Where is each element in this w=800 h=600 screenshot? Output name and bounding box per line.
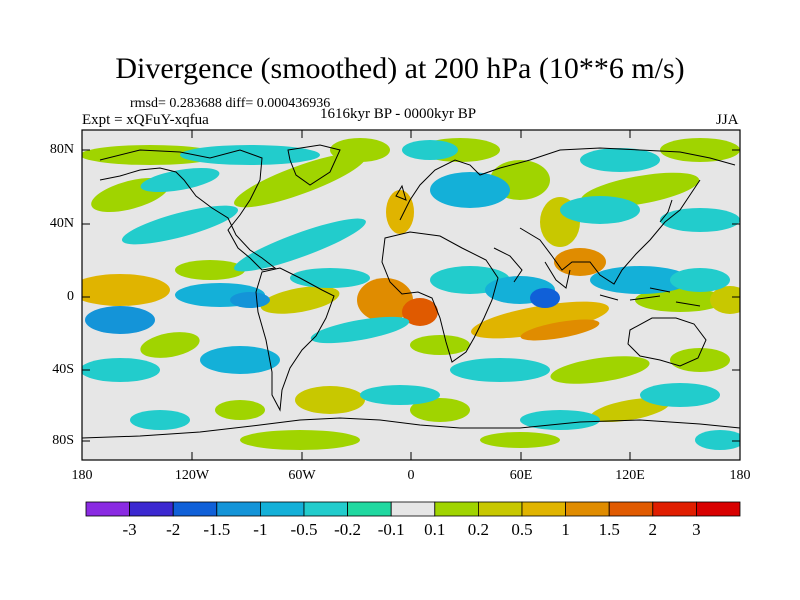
positive-region (590, 397, 670, 423)
experiment-text: Expt = xQFuY-xqfua (82, 112, 209, 128)
stats-text: rmsd= 0.283688 diff= 0.000436936 (130, 96, 331, 111)
colorbar-label: 1 (561, 520, 570, 539)
positive-region (410, 398, 470, 422)
positive-region (480, 432, 560, 448)
positive-region (471, 301, 609, 339)
lat-label-40n: 40N (49, 216, 74, 231)
positive-divergence-regions (82, 138, 740, 450)
positive-region (215, 400, 265, 420)
colorbar-label: 0.2 (467, 520, 490, 539)
colorbar-swatch (85, 501, 130, 517)
positive-region (550, 356, 650, 384)
lon-label-180w: 180 (71, 468, 93, 483)
colorbar-label: 0.1 (424, 520, 446, 539)
positive-region (635, 288, 725, 312)
lon-label-120w: 120W (174, 468, 210, 483)
colorbar-label: -0.1 (377, 520, 405, 539)
negative-region (402, 140, 458, 160)
positive-region (520, 319, 600, 341)
colorbar-label: -2 (166, 520, 181, 539)
colorbar-label: -1.5 (203, 520, 231, 539)
lon-label-120e: 120E (615, 468, 645, 483)
colorbar-swatch (477, 501, 523, 517)
negative-region (640, 383, 720, 407)
negative-region (82, 358, 160, 382)
positive-region (140, 332, 200, 358)
colorbar-swatch (172, 501, 218, 517)
positive-region (240, 430, 360, 450)
lon-label-0: 0 (407, 468, 415, 483)
negative-region (695, 430, 740, 450)
positive-region (660, 138, 740, 162)
negative-region (530, 288, 560, 308)
lat-label-40s: 40S (52, 362, 74, 377)
season-text: JJA (716, 112, 739, 128)
negative-region (360, 385, 440, 405)
positive-region (260, 286, 340, 314)
negative-divergence-regions (82, 140, 740, 450)
colorbar-label: -3 (122, 520, 137, 539)
divergence-field (82, 130, 740, 460)
negative-region (520, 410, 600, 430)
colorbar-label: 0.5 (511, 520, 533, 539)
positive-region (670, 348, 730, 372)
positive-region (710, 286, 740, 314)
lon-label-180e: 180 (729, 468, 751, 483)
positive-region (402, 298, 438, 326)
axis-ticks (82, 130, 740, 460)
colorbar-swatch (652, 501, 697, 517)
lon-label-60e: 60E (509, 468, 533, 483)
colorbar-swatch (608, 501, 654, 517)
lat-label-80n: 80N (49, 142, 74, 157)
chart-title: Divergence (smoothed) at 200 hPa (10**6 … (115, 52, 685, 85)
negative-region (200, 346, 280, 374)
colorbar-swatch (347, 501, 392, 517)
colorbar-swatch (696, 501, 741, 517)
colorbar-label: -1 (253, 520, 268, 539)
negative-region (180, 145, 320, 165)
negative-region (670, 268, 730, 292)
negative-region (310, 316, 410, 344)
negative-region (580, 148, 660, 172)
negative-region (230, 292, 270, 308)
negative-region (85, 306, 155, 334)
colorbar-swatch (303, 501, 348, 517)
negative-region (234, 218, 366, 272)
colorbar-label: -0.2 (334, 520, 362, 539)
period-text: 1616kyr BP - 0000kyr BP (320, 106, 477, 122)
negative-region (121, 205, 239, 245)
colorbar-swatch (521, 501, 566, 517)
negative-region (660, 208, 740, 232)
lat-label-80s: 80S (52, 433, 74, 448)
lon-label-60w: 60W (288, 468, 316, 483)
positive-region (82, 274, 170, 306)
positive-region (295, 386, 365, 414)
lat-label-0: 0 (67, 289, 74, 304)
colorbar-swatch (129, 501, 174, 517)
negative-region (430, 172, 510, 208)
positive-region (175, 260, 245, 280)
colorbar-swatch (216, 501, 261, 517)
positive-region (410, 335, 470, 355)
negative-region (290, 268, 370, 288)
colorbar-swatch (259, 501, 305, 517)
coastlines (82, 144, 740, 439)
colorbar-label: 3 (692, 520, 701, 539)
negative-region (560, 196, 640, 224)
colorbar-label: 1.5 (598, 520, 620, 539)
colorbar (85, 501, 741, 517)
colorbar-swatch (390, 501, 436, 517)
colorbar-swatch (565, 501, 610, 517)
positive-region (82, 145, 220, 165)
positive-region (357, 278, 413, 322)
colorbar-label: 2 (648, 520, 658, 539)
colorbar-label: -0.5 (290, 520, 318, 539)
negative-region (130, 410, 190, 430)
negative-region (450, 358, 550, 382)
colorbar-swatch (434, 501, 479, 517)
negative-region (140, 167, 220, 193)
positive-region (386, 190, 414, 234)
negative-region (590, 266, 690, 294)
